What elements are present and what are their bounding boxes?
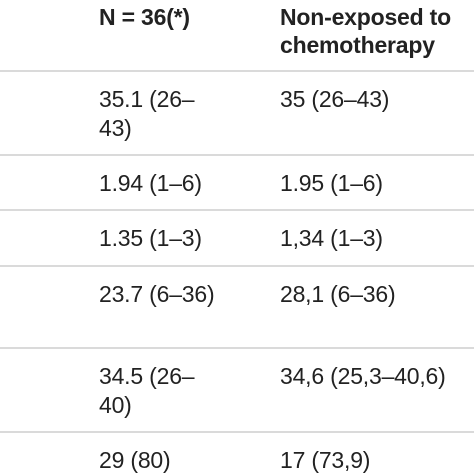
header-n: N = 36(*) [99,4,190,30]
cell-r4-c2: 28,1 (6–36) [280,281,396,307]
cell-r6-c1: 29 (80) [99,447,171,473]
cell-r2-c2: 1.95 (1–6) [280,170,383,196]
cell-r5-c1-a: 34.5 (26– [99,363,195,389]
cell-r3-c1: 1.35 (1–3) [99,225,202,251]
header-non-exposed-line1: Non-exposed to [280,4,451,30]
cell-r1-c1-a: 35.1 (26– [99,86,195,112]
cell-r3-c2: 1,34 (1–3) [280,225,383,251]
cell-r6-c2: 17 (73,9) [280,447,371,473]
row-divider [0,347,474,349]
cell-r1-c2: 35 (26–43) [280,86,390,112]
cell-r2-c1: 1.94 (1–6) [99,170,202,196]
row-divider [0,70,474,72]
row-divider [0,265,474,267]
row-divider [0,431,474,433]
row-divider [0,209,474,211]
cell-r5-c1-b: 40) [99,392,132,418]
cell-r1-c1-b: 43) [99,115,132,141]
row-divider [0,154,474,156]
cell-r4-c1: 23.7 (6–36) [99,281,215,307]
header-non-exposed-line2: chemotherapy [280,32,435,58]
cell-r5-c2: 34,6 (25,3–40,6) [280,363,446,389]
